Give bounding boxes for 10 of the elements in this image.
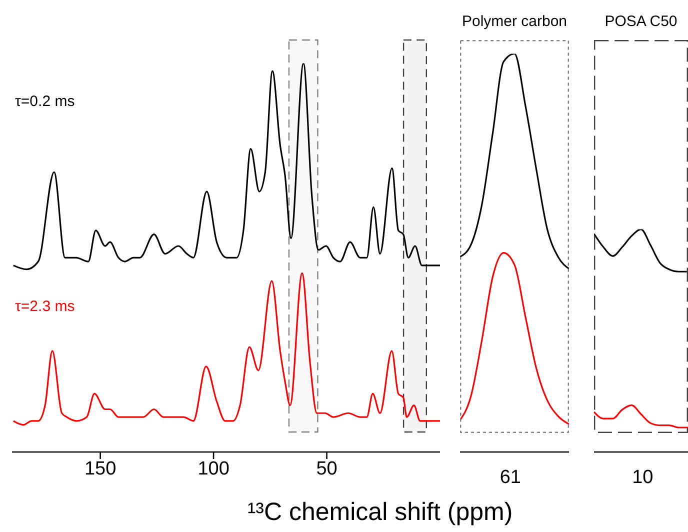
x-axis-title: ¹³C chemical shift (ppm) — [246, 498, 514, 527]
text: τ=0.2 ms — [15, 93, 75, 110]
text: 61 — [498, 467, 522, 489]
x-tick-label: 150 — [84, 458, 116, 480]
text: 10 — [631, 467, 654, 489]
x-tick-label: 100 — [198, 458, 230, 480]
chart-title: Polymer carbon — [460, 13, 568, 30]
chart-title: POSA C50 — [604, 13, 678, 30]
x-tick-label: 50 — [316, 458, 338, 480]
text: τ=2.3 ms — [15, 298, 75, 315]
